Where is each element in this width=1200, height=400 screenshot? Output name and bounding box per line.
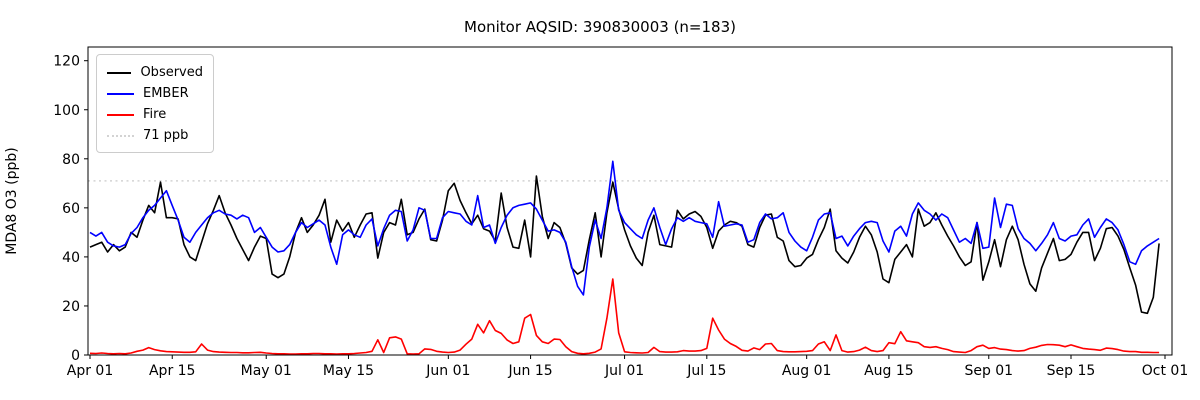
x-tick-label: Jul 01	[604, 363, 644, 379]
observed-line	[89, 175, 1160, 315]
x-tick-label: Jun 15	[508, 363, 553, 379]
y-tick-label: 20	[62, 299, 80, 315]
legend-swatch	[107, 113, 134, 116]
x-tick-label: Sep 15	[1047, 363, 1096, 379]
legend-label: EMBER	[143, 86, 189, 101]
fire-line	[89, 278, 1160, 355]
x-tick-label: Aug 15	[864, 363, 914, 379]
legend-item-fire: Fire	[107, 104, 203, 125]
legend-item-71-ppb: 71 ppb	[107, 125, 203, 146]
y-tick-label: 80	[62, 152, 80, 168]
x-tick-label: Jul 15	[686, 363, 726, 379]
y-tick-label: 120	[53, 54, 80, 70]
legend: Observed EMBER Fire 71 ppb	[96, 54, 214, 153]
legend-item-ember: EMBER	[107, 83, 203, 104]
y-tick-label: 60	[62, 201, 80, 217]
legend-label: Fire	[143, 107, 167, 122]
x-tick-label: Oct 01	[1142, 363, 1188, 379]
legend-item-observed: Observed	[107, 62, 203, 83]
x-tick-label: Aug 01	[782, 363, 832, 379]
legend-swatch	[107, 92, 134, 95]
x-tick-label: May 01	[241, 363, 292, 379]
plot-border	[87, 46, 1173, 356]
x-tick-label: Jun 01	[425, 363, 470, 379]
y-tick-label: 40	[62, 250, 80, 266]
legend-label: 71 ppb	[143, 128, 189, 143]
y-tick-label: 0	[71, 348, 80, 364]
x-tick-label: May 15	[323, 363, 374, 379]
ember-line	[89, 160, 1160, 296]
x-tick-label: Apr 15	[149, 363, 195, 379]
legend-swatch	[107, 134, 134, 137]
legend-swatch	[107, 71, 132, 74]
x-tick-label: Apr 01	[67, 363, 113, 379]
y-tick-label: 100	[53, 103, 80, 119]
chart-title: Monitor AQSID: 390830003 (n=183)	[464, 18, 736, 36]
legend-label: Observed	[140, 65, 203, 80]
x-tick-label: Sep 01	[964, 363, 1013, 379]
